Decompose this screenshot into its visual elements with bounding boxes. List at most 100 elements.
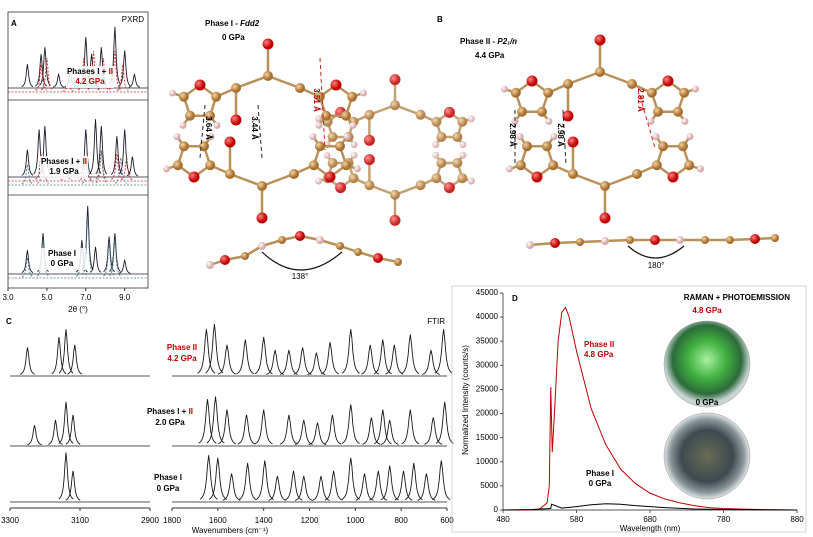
series-annotation: Phase II: [584, 340, 614, 349]
x-tick-label: 7.0: [80, 293, 92, 302]
oxygen-atom: [262, 38, 274, 50]
spectrum-peak: [432, 460, 451, 500]
hydrogen-atom: [349, 121, 357, 129]
spectrum-peak: [21, 149, 34, 176]
label-part: Phase I: [154, 473, 182, 482]
spectrum-peak: [293, 347, 312, 375]
carbon-atom: [522, 141, 533, 152]
spectrum-peak: [37, 240, 49, 277]
hydrogen-atom: [173, 133, 181, 141]
trace-label: Phase I: [154, 473, 182, 482]
panel-title: FTIR: [427, 317, 445, 326]
label-part: Phase I: [48, 249, 76, 258]
distance-label: 3.64 Å: [204, 116, 213, 140]
molecule: [163, 133, 361, 224]
molecule: [169, 38, 367, 129]
spectrum-peak: [323, 414, 342, 445]
panel-letter: D: [512, 294, 518, 303]
trace-label: Phases I + II: [41, 157, 87, 166]
label-part: Phases I +: [41, 157, 83, 166]
x-tick-label: 1000: [346, 516, 364, 525]
oxygen-atom: [650, 235, 660, 245]
hydrogen-atom: [315, 115, 323, 123]
spectrum-peak: [324, 470, 343, 501]
carbon-atom: [211, 91, 222, 102]
spectrum-peak: [51, 336, 67, 375]
spectrum-peak: [128, 72, 141, 88]
carbon-atom: [543, 87, 554, 98]
label-part: Phase II: [167, 343, 197, 352]
spectrum-peak: [417, 473, 436, 501]
carbon-atom: [627, 79, 637, 89]
spectrum-peak: [35, 64, 47, 91]
contact-line: [639, 95, 656, 149]
hydrogen-atom: [432, 151, 440, 159]
x-tick-label: 880: [790, 515, 804, 524]
oxygen-atom: [373, 253, 383, 263]
oxygen-atom: [389, 214, 401, 226]
spectrum-peak: [118, 258, 131, 274]
bond: [235, 74, 269, 90]
oxygen-atom: [550, 238, 560, 248]
spectrum-peak: [422, 349, 440, 375]
carbon-atom: [679, 87, 690, 98]
carbon-atom: [327, 157, 338, 168]
spectrum-peak: [48, 419, 63, 445]
hydrogen-atom: [258, 242, 266, 250]
spectrum-peak: [65, 414, 81, 445]
spectrum-peak: [206, 396, 225, 444]
spectrum-peak: [198, 399, 217, 444]
trace-label: Phases I + II: [147, 407, 193, 416]
carbon-atom: [340, 110, 351, 121]
carbon-atom: [632, 169, 642, 179]
oxygen-atom: [667, 171, 679, 183]
hydrogen-atom: [459, 151, 467, 159]
carbon-atom: [600, 181, 610, 191]
structure-pressure: 0 GPa: [222, 33, 245, 42]
spectrum-peak: [255, 460, 274, 500]
distance-label: 3.51 Å: [312, 88, 321, 112]
oxygen-atom: [256, 212, 268, 224]
oxygen-atom: [220, 255, 230, 265]
spectrum-peak: [89, 119, 102, 174]
spectrum-peak: [266, 349, 285, 375]
y-tick-label: 40000: [476, 312, 499, 321]
carbon-atom: [257, 181, 267, 191]
oxygen-atom: [443, 182, 455, 194]
space-group: P2₁/n: [497, 37, 517, 46]
carbon-atom: [295, 83, 305, 93]
trace-label: Phase II: [167, 343, 197, 352]
label-part: Phases I +: [67, 67, 109, 76]
carbon-atom: [595, 67, 605, 77]
spectrum-peak: [21, 250, 34, 273]
y-tick-label: 30000: [476, 360, 499, 369]
molecule: [315, 151, 475, 226]
label-part: II: [109, 67, 113, 76]
hydrogen-atom: [516, 133, 524, 141]
carbon-atom: [336, 242, 344, 250]
hydrogen-atom: [353, 165, 361, 173]
carbon-atom: [225, 169, 235, 179]
hydrogen-atom: [179, 121, 187, 129]
carbon-atom: [178, 91, 189, 102]
carbon-atom: [646, 87, 657, 98]
spectrum-line: [503, 306, 798, 511]
hydrogen-atom: [601, 237, 609, 245]
bond: [567, 70, 601, 86]
pressure-label: 0 GPa: [51, 259, 74, 268]
carbon-atom: [651, 160, 662, 171]
distance-label: 2.81 Å: [636, 88, 645, 112]
oxygen-atom: [443, 106, 455, 118]
spectrum-peak: [369, 470, 388, 501]
spectrum-peak: [208, 457, 227, 500]
carbon-atom: [185, 110, 196, 121]
spectrum-peak: [217, 409, 237, 445]
carbon-atom: [179, 141, 190, 152]
bond: [604, 172, 638, 188]
spectrum-peak: [21, 257, 34, 278]
spectrum-peak: [35, 53, 47, 87]
spectrum-peak: [205, 323, 224, 374]
carbon-atom: [536, 106, 547, 117]
carbon-atom: [278, 236, 286, 244]
